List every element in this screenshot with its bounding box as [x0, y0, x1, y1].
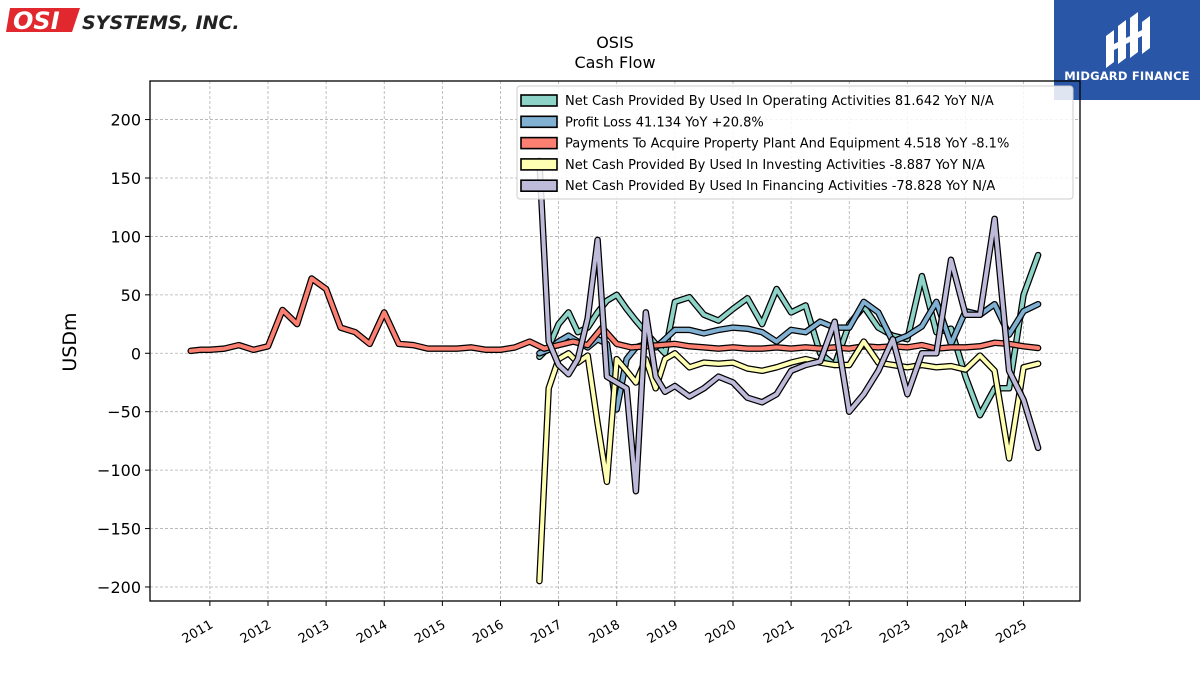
series-line	[537, 158, 1041, 494]
midgard-emblem-icon	[1106, 12, 1150, 68]
y-axis-label: USDm	[59, 312, 81, 371]
y-tick-label: −200	[97, 578, 141, 597]
x-tick-label: 2022	[819, 617, 855, 647]
legend-box	[516, 85, 1074, 200]
x-tick-label: 2014	[354, 617, 390, 647]
legend-swatch	[520, 115, 558, 129]
y-tick-label: 150	[110, 169, 141, 188]
legend-swatch	[520, 94, 558, 107]
legend-entry: Net Cash Provided By Used In Operating A…	[565, 94, 994, 109]
legend-entry: Profit Loss 41.134 YoY +20.8%	[565, 115, 764, 130]
y-tick-label: −100	[97, 461, 141, 480]
series-lines	[187, 157, 1042, 585]
y-tick-label: 50	[121, 286, 141, 305]
x-tick-label: 2011	[180, 617, 216, 647]
midgard-finance-logo: MIDGARD FINANCE	[1054, 0, 1200, 100]
y-tick-label: 0	[131, 344, 141, 363]
legend-swatch	[520, 158, 558, 171]
osi-logo-mark: OSI	[13, 7, 60, 35]
osi-logo-red-block	[6, 8, 80, 32]
x-tick-label: 2021	[761, 617, 797, 647]
x-tick-label: 2013	[296, 617, 332, 647]
legend-entry: Net Cash Provided By Used In Financing A…	[565, 179, 995, 194]
osi-logo-wordmark: SYSTEMS, INC.	[82, 12, 240, 34]
y-tick-label: 200	[110, 111, 141, 130]
series-5	[536, 157, 1042, 495]
legend-entry: Net Cash Provided By Used In Investing A…	[565, 158, 985, 173]
y-tick-label: −50	[107, 403, 141, 422]
x-tick-label: 2024	[935, 617, 971, 647]
series-line	[537, 339, 1041, 584]
x-tick-label: 2020	[703, 617, 739, 647]
midgard-finance-name: MIDGARD FINANCE	[1064, 69, 1190, 83]
x-tick-label: 2019	[645, 617, 681, 647]
x-tick-label: 2016	[470, 617, 506, 647]
y-tick-label: 100	[110, 227, 141, 246]
legend-swatch	[520, 136, 558, 150]
x-tick-label: 2025	[993, 617, 1029, 647]
plot-area-frame	[149, 80, 1081, 602]
legend-swatch	[520, 179, 558, 192]
x-tick-label: 2017	[528, 617, 564, 647]
x-tick-label: 2018	[587, 617, 623, 647]
series-4	[536, 338, 1042, 585]
chart-subtitle: Cash Flow	[574, 53, 655, 72]
osi-systems-logo: OSI SYSTEMS, INC.	[4, 4, 244, 36]
series-line-outline	[536, 157, 1042, 495]
x-tick-label: 2015	[412, 617, 448, 647]
legend: Net Cash Provided By Used In Operating A…	[516, 85, 1074, 200]
x-tick-label: 2012	[238, 617, 274, 647]
chart-title: OSIS	[596, 33, 634, 52]
legend-entry: Payments To Acquire Property Plant And E…	[565, 137, 1009, 152]
x-tick-label: 2023	[877, 617, 913, 647]
y-tick-label: −150	[97, 520, 141, 539]
